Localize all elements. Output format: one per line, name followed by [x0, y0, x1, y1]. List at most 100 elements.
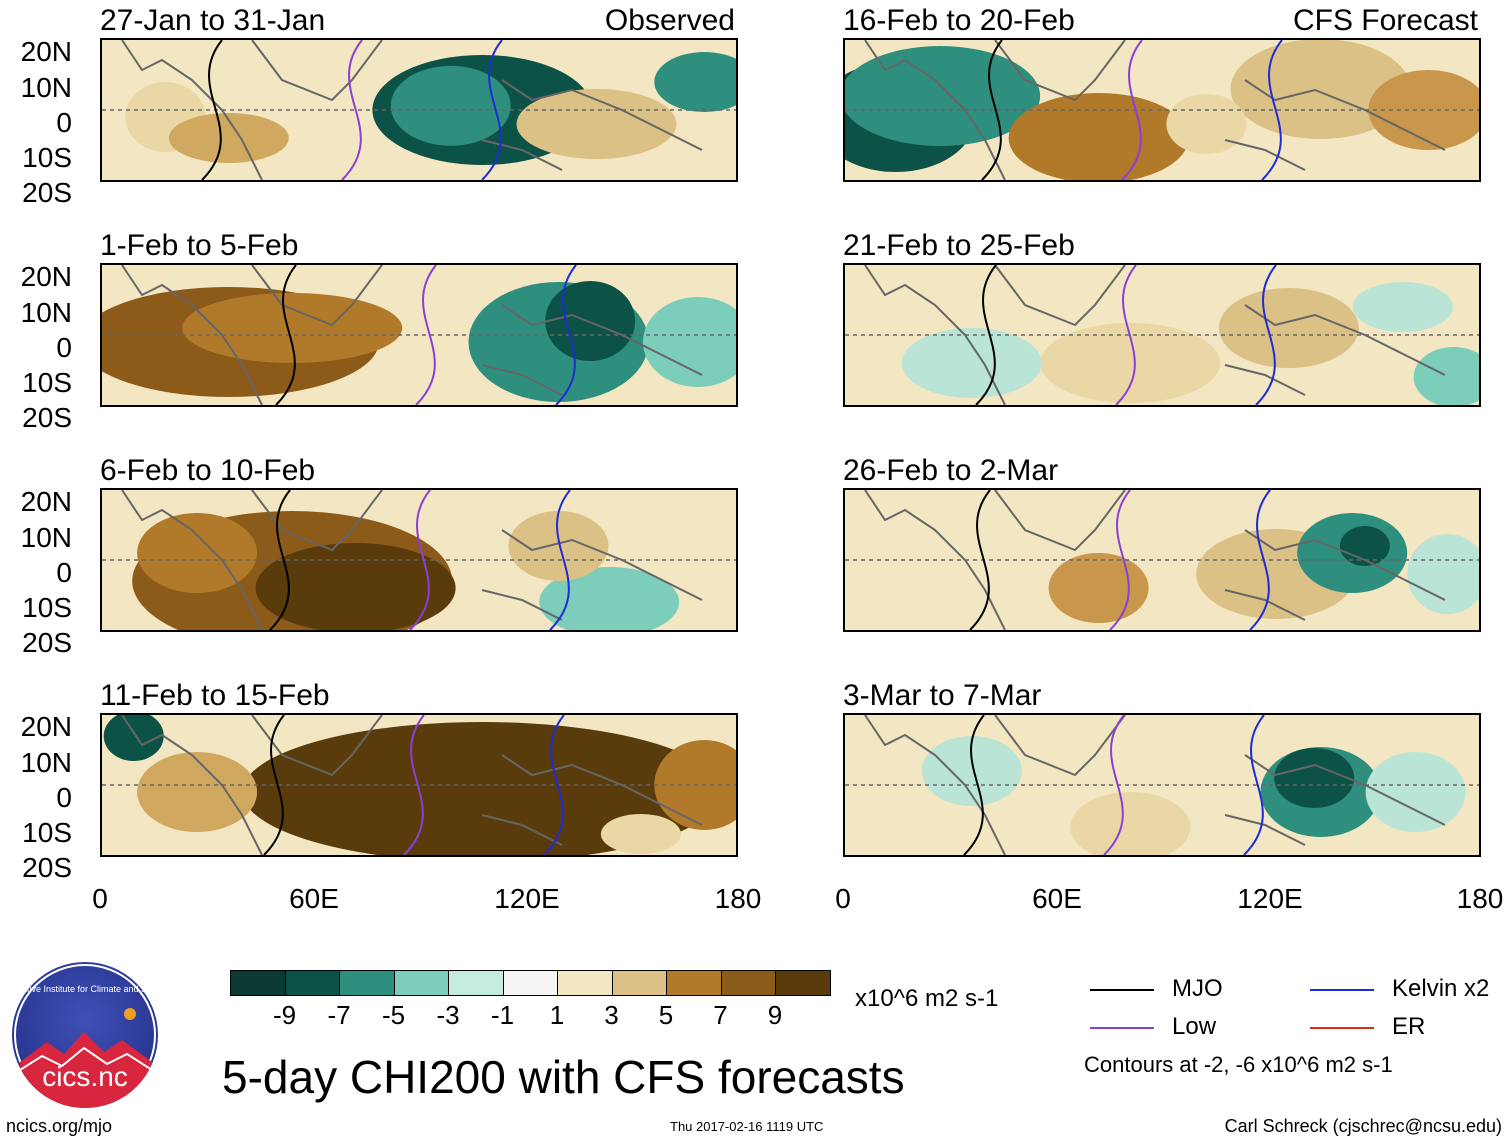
footer-url[interactable]: ncics.org/mjo [6, 1116, 113, 1136]
anomaly-region [539, 567, 680, 630]
y-tick-row2-20n: 20N [20, 261, 72, 292]
colorbar-label: -1 [490, 1000, 515, 1030]
coastlines [121, 715, 703, 855]
map-panel-6 [843, 488, 1481, 632]
x-tick-left-180: 180 [714, 883, 762, 914]
anomaly-region [545, 281, 636, 361]
anomaly-region [242, 722, 723, 855]
contour-line [269, 490, 291, 630]
map-panel-8 [843, 713, 1481, 857]
anomaly-region [845, 46, 1041, 146]
coastlines [864, 265, 1446, 405]
contour-line [1115, 265, 1137, 405]
contour-line [481, 40, 503, 180]
x-tick-right-120e: 120E [1237, 883, 1303, 914]
y-tick-row1-20s: 20S [22, 177, 72, 208]
colorbar-label: 3 [604, 1000, 619, 1030]
colorbar-label: -3 [436, 1000, 460, 1030]
colorbar-label: 1 [549, 1000, 565, 1030]
colorbar-segment [502, 970, 558, 996]
legend-low-line [1090, 1027, 1154, 1029]
contour-line [263, 715, 285, 855]
anomaly-region [508, 511, 609, 581]
colorbar-label: -5 [381, 1000, 406, 1030]
anomaly-region [1048, 553, 1149, 623]
map-panel-1 [100, 38, 738, 182]
anomaly-region [1365, 752, 1466, 832]
colorbar-segment [775, 970, 831, 996]
legend-kelvin-label: Kelvin x2 [1392, 975, 1490, 1002]
coastlines [121, 265, 703, 405]
panel-2-dates: 16-Feb to 20-Feb [843, 4, 1075, 37]
colorbar-segment [230, 970, 286, 996]
y-tick-row4-20s: 20S [22, 852, 72, 883]
colorbar-segment [393, 970, 449, 996]
y-tick-row1-10n: 10N [20, 72, 72, 103]
contour-line [275, 265, 297, 405]
contour-line [1261, 40, 1283, 180]
legend-er-line [1310, 1027, 1374, 1029]
colorbar-label: 9 [767, 1000, 783, 1030]
anomaly-region [1407, 534, 1479, 614]
anomaly-region [1218, 288, 1359, 368]
anomaly-region [1230, 40, 1411, 139]
colorbar-label: -9 [272, 1000, 297, 1030]
legend-mjo-label: MJO [1172, 975, 1223, 1002]
y-tick-row4-0: 0 [56, 782, 72, 813]
figure-title: 5-day CHI200 with CFS forecasts [222, 1051, 905, 1103]
contour-line [1103, 715, 1125, 855]
logo-text: cics.nc [42, 1061, 128, 1092]
colorbar-label: -7 [327, 1000, 351, 1030]
contour-line [963, 715, 985, 855]
cics-logo: cics.nc Cooperative Institute for Climat… [12, 962, 158, 1108]
anomaly-region [1008, 93, 1189, 180]
colorbar-segment [339, 970, 395, 996]
colorbar-label: 5 [658, 1000, 674, 1030]
panel-1-observed-label: Observed [604, 4, 735, 37]
anomaly-region [516, 89, 677, 159]
coastlines [864, 40, 1446, 180]
y-tick-row4-10n: 10N [20, 747, 72, 778]
map-panel-7 [100, 713, 738, 857]
anomaly-region [600, 814, 681, 854]
legend-mjo-line [1090, 989, 1154, 991]
x-tick-right-0: 0 [835, 883, 851, 914]
legend-low-label: Low [1172, 1013, 1217, 1040]
anomaly-region [1413, 347, 1479, 405]
panel-6-dates: 26-Feb to 2-Mar [843, 454, 1059, 487]
footer-timestamp: Thu 2017-02-16 1119 UTC [670, 1119, 824, 1134]
anomaly-region [642, 297, 736, 387]
anomaly-region [1274, 748, 1355, 808]
colorbar-segment [720, 970, 776, 996]
x-tick-right-180: 180 [1456, 883, 1504, 914]
y-tick-row3-10n: 10N [20, 522, 72, 553]
colorbar-segment [284, 970, 340, 996]
panel-7-dates: 11-Feb to 15-Feb [100, 679, 330, 712]
anomaly-region [137, 752, 258, 832]
x-tick-right-60e: 60E [1032, 883, 1082, 914]
map-panel-4 [843, 263, 1481, 407]
anomaly-region [168, 113, 289, 163]
map-panel-5 [100, 488, 738, 632]
coastlines [864, 490, 1446, 630]
contour-line [409, 490, 431, 630]
panel-4-dates: 21-Feb to 25-Feb [843, 229, 1075, 262]
panel-2-forecast-label: CFS Forecast [1292, 4, 1478, 37]
anomaly-region [137, 513, 258, 593]
logo-ring-text: Cooperative Institute for Climate and Sa… [12, 984, 158, 994]
y-tick-row2-10s: 10S [22, 367, 72, 398]
x-tick-left-60e: 60E [289, 883, 339, 914]
contour-line [1121, 40, 1143, 180]
anomaly-region [255, 543, 456, 630]
anomaly-region [921, 736, 1022, 806]
y-tick-row3-20s: 20S [22, 627, 72, 658]
y-tick-row3-0: 0 [56, 557, 72, 588]
contour-line [1109, 490, 1131, 630]
x-tick-left-0: 0 [92, 883, 108, 914]
anomaly-region [901, 328, 1042, 398]
anomaly-region [1352, 282, 1453, 332]
panel-3-dates: 1-Feb to 5-Feb [100, 229, 299, 262]
anomaly-region [103, 715, 164, 761]
contour-line [543, 715, 565, 855]
y-tick-row3-20n: 20N [20, 486, 72, 517]
